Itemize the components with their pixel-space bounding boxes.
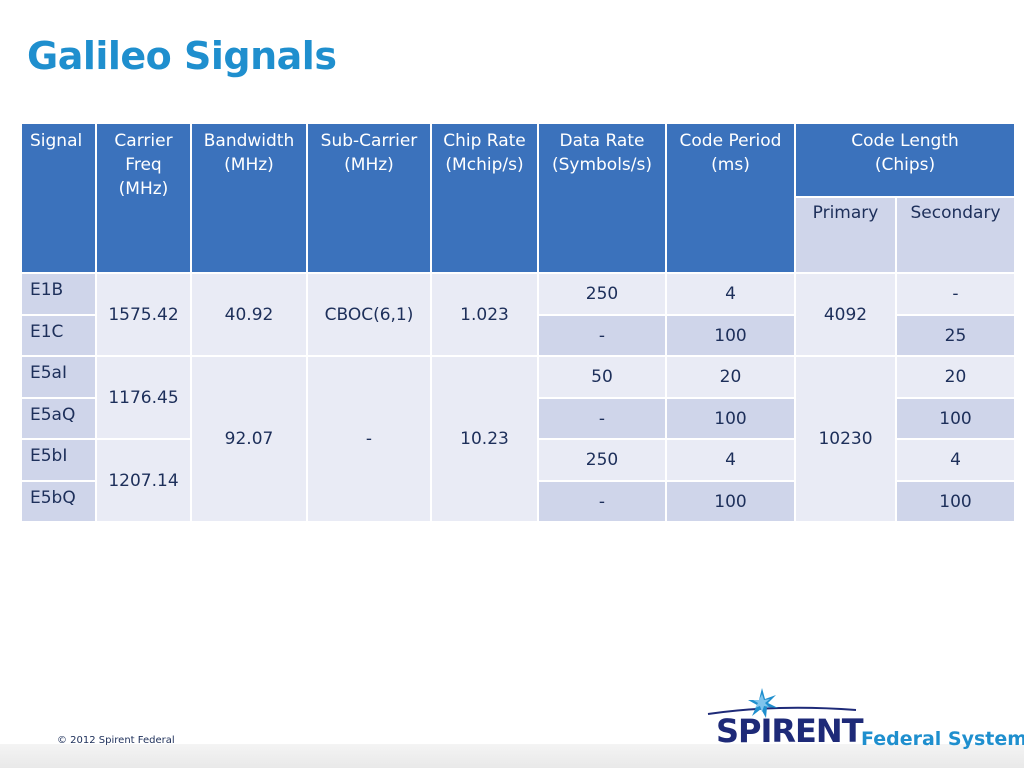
header-primary: Primary [794,196,897,274]
cell-signal: E5bQ [20,480,97,523]
cell-data-rate: 250 [537,272,667,316]
cell-primary: 4092 [794,272,897,357]
cell-carrier-freq: 1207.14 [95,438,192,523]
header-bandwidth: Bandwidth (MHz) [190,122,308,274]
cell-signal: E5bI [20,438,97,482]
cell-signal: E5aQ [20,397,97,440]
cell-data-rate: 50 [537,355,667,399]
cell-chip-rate: 1.023 [430,272,539,357]
logo-subtitle: Federal Systems [861,728,1024,750]
cell-primary: 10230 [794,355,897,523]
cell-secondary: 20 [895,355,1016,399]
table-row: E5aQ - 100 100 [20,397,1016,440]
cell-signal: E1C [20,314,97,357]
cell-code-period: 100 [665,480,796,523]
cell-secondary: 100 [895,480,1016,523]
header-secondary: Secondary [895,196,1016,274]
header-code-period: Code Period (ms) [665,122,796,274]
header-code-length: Code Length (Chips) [794,122,1016,198]
cell-secondary: 25 [895,314,1016,357]
cell-code-period: 100 [665,314,796,357]
footer-bar [0,744,1024,768]
cell-secondary: - [895,272,1016,316]
cell-code-period: 20 [665,355,796,399]
cell-signal: E1B [20,272,97,316]
cell-code-period: 100 [665,397,796,440]
table-row: E5aI 1176.45 92.07 - 10.23 50 20 10230 2… [20,355,1016,523]
cell-sub-carrier: - [306,355,432,523]
table-row: E1C - 100 25 [20,314,1016,357]
galileo-signals-table: Signal Carrier Freq (MHz) Bandwidth (MHz… [20,122,1016,523]
header-signal: Signal [20,122,97,274]
slide-title: Galileo Signals [27,34,337,78]
cell-chip-rate: 10.23 [430,355,539,523]
cell-secondary: 4 [895,438,1016,482]
cell-bandwidth: 40.92 [190,272,308,357]
cell-carrier-freq: 1575.42 [95,272,192,357]
copyright-text: © 2012 Spirent Federal [57,735,175,746]
cell-data-rate: - [537,397,667,440]
header-chip-rate: Chip Rate (Mchip/s) [430,122,539,274]
star-logo-icon [707,688,857,718]
header-data-rate: Data Rate (Symbols/s) [537,122,667,274]
header-carrier-freq: Carrier Freq (MHz) [95,122,192,274]
cell-bandwidth: 92.07 [190,355,308,523]
cell-data-rate: - [537,314,667,357]
table-row: E5bQ - 100 100 [20,480,1016,523]
logo-wordmark: SPIRENT [716,712,864,750]
cell-signal: E5aI [20,355,97,399]
spirent-logo: SPIRENT Federal Systems [706,686,1024,756]
table-row: E1B 1575.42 40.92 CBOC(6,1) 1.023 250 4 … [20,272,1016,357]
cell-data-rate: - [537,480,667,523]
cell-sub-carrier: CBOC(6,1) [306,272,432,357]
cell-secondary: 100 [895,397,1016,440]
cell-carrier-freq: 1176.45 [95,355,192,440]
header-sub-carrier: Sub-Carrier (MHz) [306,122,432,274]
table-row: E5bI 1207.14 250 4 4 [20,438,1016,523]
cell-code-period: 4 [665,272,796,316]
cell-code-period: 4 [665,438,796,482]
cell-data-rate: 250 [537,438,667,482]
